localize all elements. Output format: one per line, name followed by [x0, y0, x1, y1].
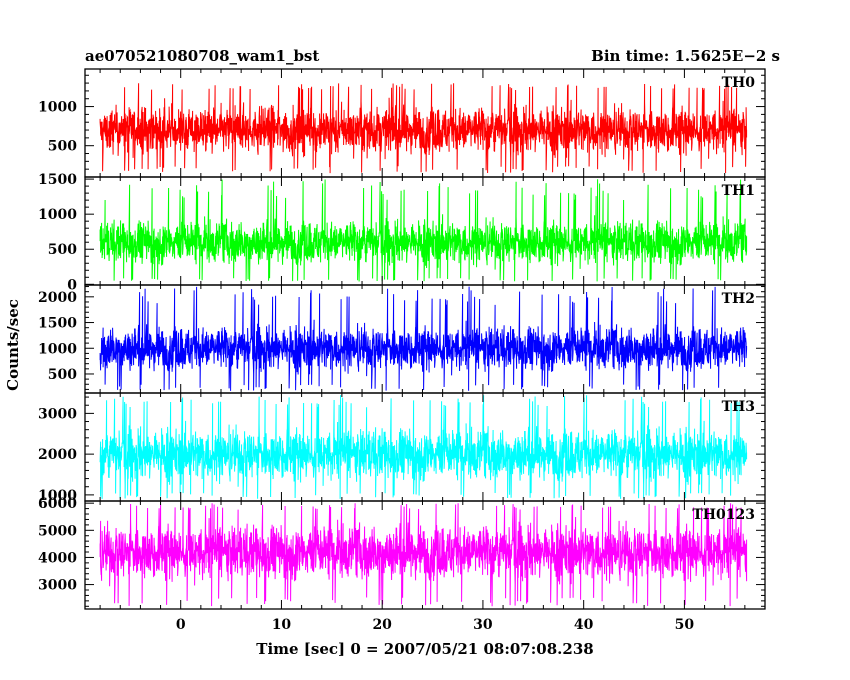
- panel-th1: 0 500 1000 1500 TH1: [38, 172, 766, 293]
- series-th0: [99, 83, 748, 174]
- y-tick-label: 3000: [38, 578, 77, 594]
- y-tick-label: 500: [48, 242, 77, 258]
- x-tick-label: 30: [473, 617, 493, 633]
- panel-th0123: 3000 4000 5000 6000 TH0123: [38, 496, 766, 610]
- y-tick-label: 1000: [38, 100, 77, 116]
- y-tick-label: 0: [67, 277, 77, 293]
- series-th0123: [99, 503, 748, 607]
- x-axis-label: Time [sec] 0 = 2007/05/21 08:07:08.238: [256, 640, 593, 658]
- y-tick-label: 500: [48, 367, 77, 383]
- series-th1: [99, 179, 748, 282]
- series-th3: [99, 395, 748, 499]
- y-tick-label: 1000: [38, 341, 77, 357]
- bin-time-label: Bin time: 1.5625E−2 s: [591, 47, 780, 65]
- series-th2: [99, 286, 748, 391]
- y-tick-label: 1000: [38, 207, 77, 223]
- panel-label-th0123: TH0123: [692, 507, 755, 523]
- y-tick-label: 2000: [38, 290, 77, 306]
- panel-frame: [84, 500, 766, 610]
- y-tick-label: 2000: [38, 447, 77, 463]
- y-axis-label: Counts/sec: [4, 299, 22, 391]
- y-tick-label: 3000: [38, 406, 77, 422]
- panel-th2: 500 1000 1500 2000 TH2: [38, 284, 766, 394]
- x-tick-label: 20: [372, 617, 392, 633]
- plot-title: ae070521080708_wam1_bst: [85, 47, 319, 65]
- y-tick-label: 1000: [38, 488, 77, 504]
- y-tick-label: 500: [48, 139, 77, 155]
- panel-th0: 500 1000 TH0: [38, 68, 766, 178]
- y-tick-label: 6000: [38, 496, 77, 512]
- y-tick-label: 5000: [38, 523, 77, 539]
- panel-label-th1: TH1: [722, 183, 755, 199]
- x-tick-label: 40: [574, 617, 594, 633]
- panel-th3: 1000 2000 3000 TH3: [38, 392, 766, 504]
- y-tick-label: 1500: [38, 172, 77, 188]
- x-tick-label: 50: [675, 617, 695, 633]
- panels-group: 5001000TH0050010001500TH1500100015002000…: [38, 68, 766, 633]
- y-tick-label: 1500: [38, 316, 77, 332]
- y-tick-label: 4000: [38, 550, 77, 566]
- panel-label-th3: TH3: [722, 399, 755, 415]
- x-tick-label: 10: [272, 617, 292, 633]
- x-tick-label: 0: [176, 617, 186, 633]
- panel-label-th2: TH2: [722, 291, 755, 307]
- panel-label-th0: TH0: [722, 75, 756, 91]
